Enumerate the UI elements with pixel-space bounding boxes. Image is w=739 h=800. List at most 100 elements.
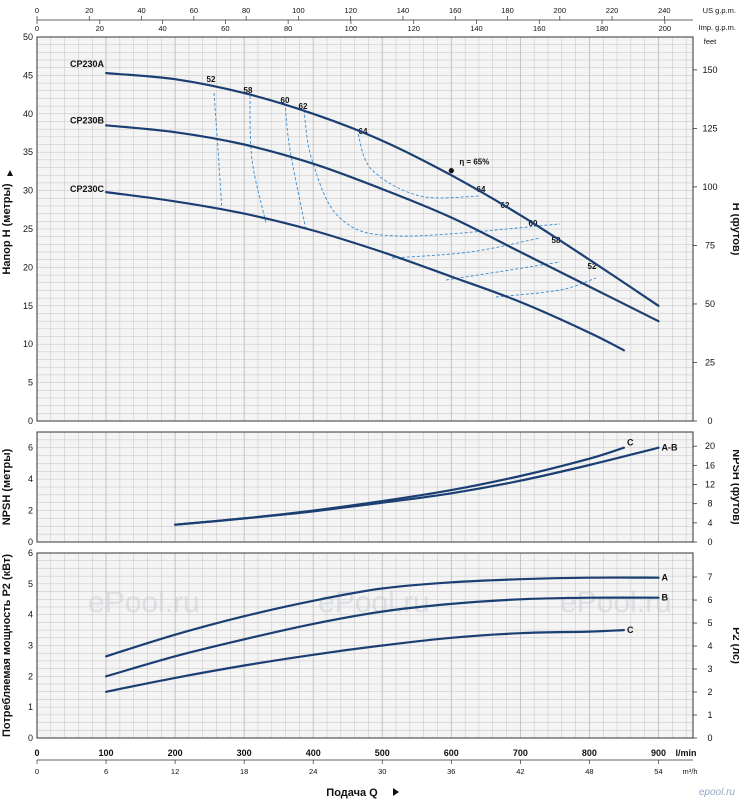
x-m3h-tick-label: 54 [654, 767, 662, 776]
y-tick-label: 0 [28, 733, 33, 743]
series-label: CP230C [70, 184, 105, 194]
x-tick-label: 0 [34, 748, 39, 758]
y-right-tick-label: 4 [707, 518, 712, 528]
top-us-tick-label: 20 [85, 6, 93, 15]
y-right-tick-label: 2 [707, 687, 712, 697]
efficiency-contour-line [284, 102, 307, 231]
y-right-tick-label: 150 [702, 65, 717, 75]
top-imp-tick-label: 200 [659, 24, 672, 33]
y-tick-label: 5 [28, 579, 33, 589]
y-right-tick-label: 100 [702, 182, 717, 192]
y-right-tick-label: 0 [707, 733, 712, 743]
y-tick-label: 50 [23, 32, 33, 42]
y-tick-label: 0 [28, 416, 33, 426]
efficiency-label: 52 [207, 75, 216, 84]
series-label: CP230A [70, 59, 105, 69]
x-m3h-tick-label: 48 [585, 767, 593, 776]
efficiency-marker-point [448, 168, 454, 174]
y-right-axis-label: H (футов) [730, 203, 739, 256]
x-m3h-tick-label: 12 [171, 767, 179, 776]
series-label: A-B [661, 443, 677, 453]
x-tick-label: 300 [237, 748, 252, 758]
y-right-tick-label: 50 [705, 299, 715, 309]
top-us-tick-label: 200 [554, 6, 567, 15]
panel-1-frame [36, 36, 694, 422]
x-tick-label: 900 [651, 748, 666, 758]
top-us-tick-label: 80 [242, 6, 250, 15]
y-right-tick-label: 7 [707, 572, 712, 582]
watermark-text: ePool.ru [88, 586, 200, 619]
y-tick-label: 1 [28, 702, 33, 712]
y-tick-label: 3 [28, 641, 33, 651]
y-tick-label: 45 [23, 70, 33, 80]
x-m3h-tick-label: 36 [447, 767, 455, 776]
x-m3h-tick-label: 18 [240, 767, 248, 776]
series-label: C [627, 625, 634, 635]
series-line-cp230b [105, 124, 660, 323]
top-imp-tick-label: 180 [596, 24, 609, 33]
x-m3h-unit-label: m³/h [683, 767, 698, 776]
y-right-tick-label: 3 [707, 664, 712, 674]
y-tick-label: 6 [28, 548, 33, 558]
x-m3h-tick-label: 30 [378, 767, 386, 776]
top-us-tick-label: 220 [606, 6, 619, 15]
panel-1-grid [36, 36, 693, 422]
right-unit-label: feet [704, 37, 717, 46]
efficiency-label: 58 [552, 236, 561, 245]
y-right-axis-label: NPSH (футов) [730, 449, 739, 525]
y-right-tick-label: 5 [707, 618, 712, 628]
y-tick-label: 5 [28, 378, 33, 388]
top-imp-tick-label: 60 [221, 24, 229, 33]
top-imp-tick-label: 140 [470, 24, 483, 33]
y-tick-label: 2 [28, 671, 33, 681]
top-us-tick-label: 240 [658, 6, 671, 15]
efficiency-contour-line [303, 109, 561, 237]
x-tick-label: 500 [375, 748, 390, 758]
panel-2-frame [36, 431, 694, 543]
series-label: C [627, 438, 634, 448]
y-right-tick-label: 6 [707, 595, 712, 605]
efficiency-contours [213, 92, 597, 298]
x-m3h-tick-label: 0 [35, 767, 39, 776]
x-tick-label: 600 [444, 748, 459, 758]
x-m3h-tick-label: 24 [309, 767, 317, 776]
y-tick-label: 4 [28, 610, 33, 620]
efficiency-contour-line [391, 237, 541, 259]
y-tick-label: 20 [23, 262, 33, 272]
series-label: A [661, 573, 668, 583]
y-right-tick-label: 4 [707, 641, 712, 651]
x-tick-label: 400 [306, 748, 321, 758]
series-line-cp230a [105, 72, 660, 307]
top-us-unit: US g.p.m. [703, 6, 736, 15]
y-tick-label: 15 [23, 301, 33, 311]
efficiency-label: 52 [588, 262, 597, 271]
y-right-tick-label: 16 [705, 460, 715, 470]
y-axis-label: Потребляемая мощность P2 (кВт) [1, 554, 13, 737]
series-label: CP230B [70, 115, 105, 125]
panel-3-frame [36, 552, 694, 739]
top-us-tick-label: 180 [501, 6, 514, 15]
efficiency-label: 60 [281, 96, 290, 105]
top-us-tick-label: 40 [137, 6, 145, 15]
top-imp-tick-label: 0 [35, 24, 39, 33]
top-us-tick-label: 60 [190, 6, 198, 15]
series-line-c [105, 629, 625, 693]
x-m3h-tick-label: 42 [516, 767, 524, 776]
series-line-a-b [174, 446, 660, 526]
y-tick-label: 4 [28, 474, 33, 484]
y-right-tick-label: 75 [705, 240, 715, 250]
top-imp-tick-label: 20 [96, 24, 104, 33]
y-right-tick-label: 12 [705, 480, 715, 490]
y-right-axis-label: P2 (лс) [730, 627, 739, 664]
efficiency-contour-line [213, 92, 223, 211]
top-us-tick-label: 140 [397, 6, 410, 15]
efficiency-marker-label: η = 65% [459, 158, 489, 167]
efficiency-label: 58 [244, 86, 253, 95]
y-tick-label: 35 [23, 147, 33, 157]
series-line-b [105, 596, 660, 678]
efficiency-label: 62 [299, 102, 308, 111]
y-right-tick-label: 25 [705, 357, 715, 367]
top-us-tick-label: 160 [449, 6, 462, 15]
top-us-tick-label: 0 [35, 6, 39, 15]
x-axis-label: Подача Q [326, 787, 378, 799]
